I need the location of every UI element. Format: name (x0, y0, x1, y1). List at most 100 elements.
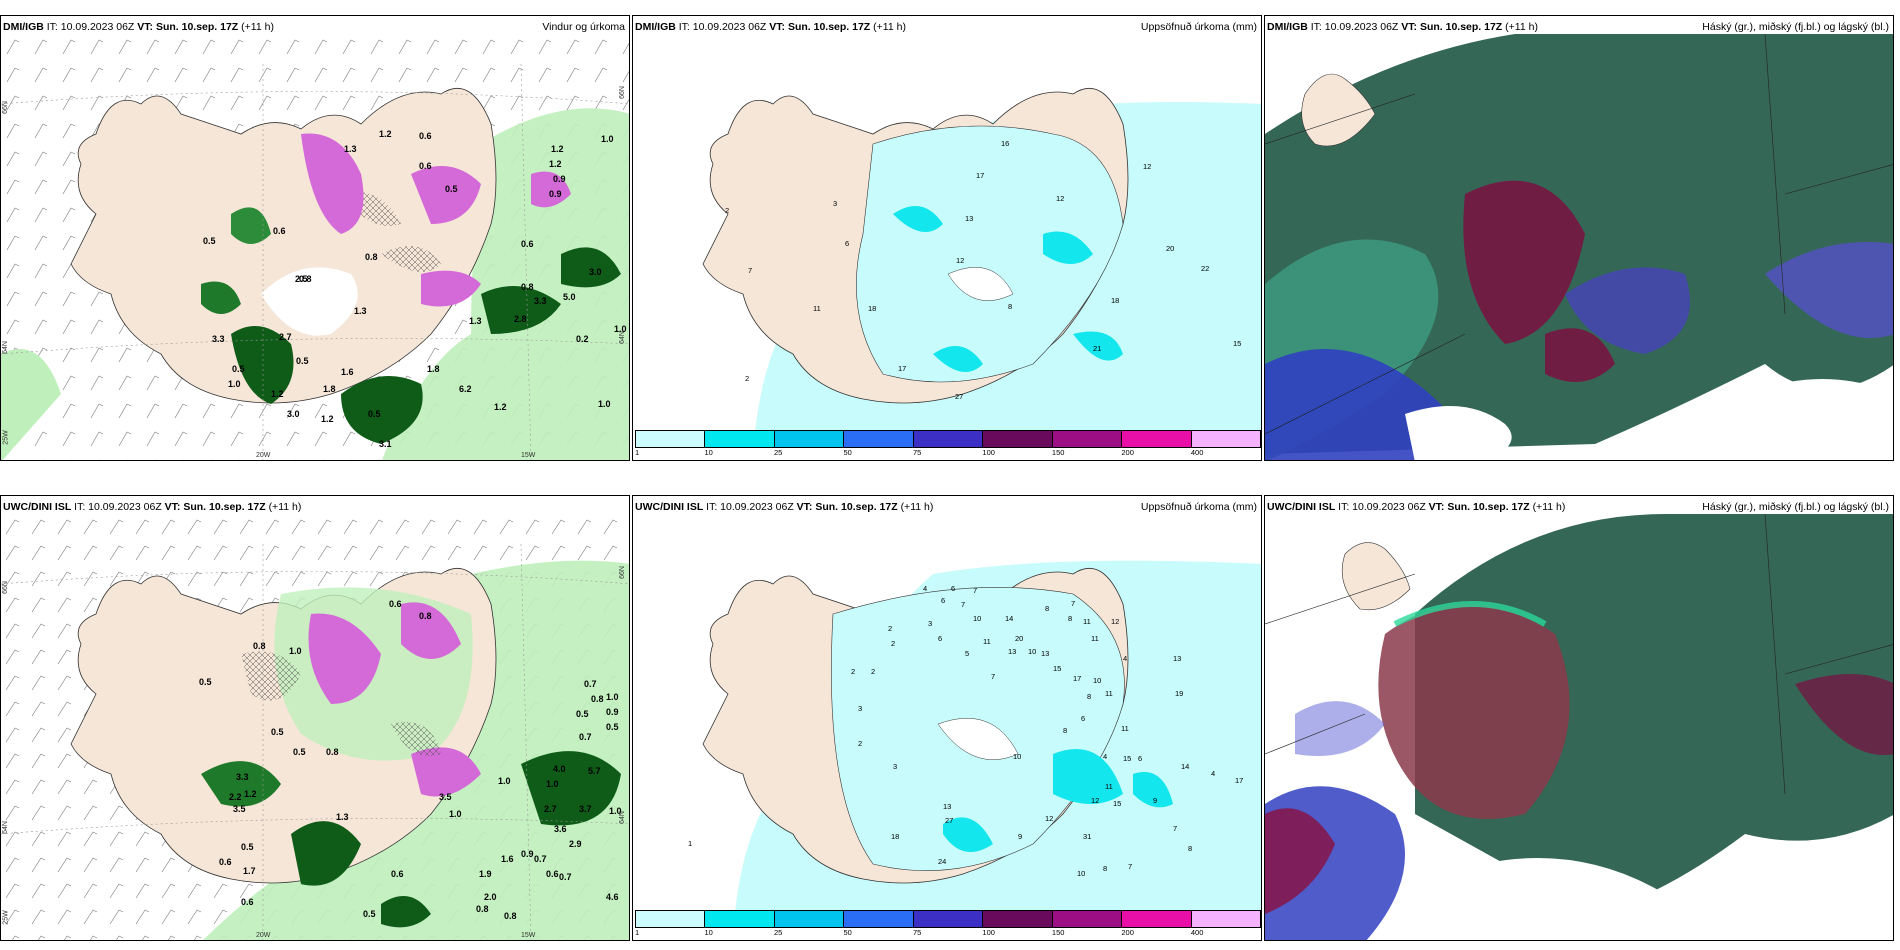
value-label: 0.5 (363, 909, 376, 919)
map-canvas (1265, 514, 1893, 940)
header-info: DMI/IGB IT: 10.09.2023 06Z VT: Sun. 10.s… (1267, 21, 1538, 33)
precip-magenta (531, 171, 571, 208)
lon-label: 25W (2, 430, 10, 445)
value-label: 0.5 (296, 356, 309, 366)
value-label: 0.9 (553, 174, 566, 184)
panel-header: UWC/DINI ISL IT: 10.09.2023 06Z VT: Sun.… (633, 496, 1261, 520)
panel-top-middle: DMI/IGB IT: 10.09.2023 06Z VT: Sun. 10.s… (632, 15, 1262, 461)
value-label: 15 (1233, 339, 1242, 348)
value-label: 1.0 (598, 399, 611, 409)
value-label: 11 (813, 304, 821, 313)
lon-label: 15W (521, 932, 536, 939)
value-label: 0.8 (476, 904, 489, 914)
value-label: 0.8 (504, 911, 517, 921)
value-label: 17 (898, 364, 907, 373)
precip-magenta (301, 133, 364, 234)
clear-sky (1735, 379, 1893, 460)
value-label: 0.6 (273, 226, 286, 236)
value-label: 11 (983, 637, 991, 646)
value-label: 13 (1041, 649, 1050, 658)
value-label: 7 (748, 266, 753, 275)
panel-top-right: DMI/IGB IT: 10.09.2023 06Z VT: Sun. 10.s… (1264, 15, 1894, 461)
value-label: 7 (961, 600, 966, 609)
value-label: 0.8 (591, 694, 604, 704)
glacier (937, 718, 1019, 760)
value-label: 0.5 (232, 364, 245, 374)
lead-time: (+11 h) (900, 501, 934, 513)
precip-magenta (308, 613, 381, 704)
value-label: 3 (928, 619, 933, 628)
value-label: 0.5 (576, 709, 589, 719)
valid-time-label: VT: (1401, 21, 1418, 33)
value-label: 1.7 (243, 866, 256, 876)
value-label: 0.6 (521, 239, 534, 249)
valid-time: Sun. 10.sep. 17Z (155, 21, 239, 33)
valid-time-label: VT: (769, 21, 786, 33)
value-label: 10 (1013, 752, 1022, 761)
value-label: 0.5 (203, 236, 216, 246)
value-label: 0.8 (299, 274, 312, 284)
value-label: 10 (973, 614, 982, 623)
value-label: 3.0 (287, 409, 300, 419)
value-label: 3 (858, 704, 863, 713)
panel-title: Uppsöfnuð úrkoma (mm) (1140, 501, 1257, 513)
value-label: 1.0 (614, 324, 627, 334)
colorbar-swatch (774, 431, 845, 447)
lon-label: 20W (256, 932, 271, 939)
value-label: 1.0 (606, 692, 619, 702)
panel-title: Háský (gr.), miðský (fj.bl.) og lágský (… (1702, 501, 1889, 513)
value-label: 2.9 (569, 839, 582, 849)
value-label: 0.5 (606, 722, 619, 732)
value-label: 8 (1063, 726, 1068, 735)
precip-light (1, 349, 61, 460)
colorbar-tick: 100 (982, 448, 995, 457)
value-label: 13 (1008, 647, 1017, 656)
lead-time: (+11 h) (268, 501, 302, 513)
precip-heavy (341, 376, 423, 444)
map-wind-precip: 66N 64N 66N 64N 20W 15W 25W 1.0 1.2 0.6 … (1, 34, 629, 460)
value-label: 2 (891, 639, 896, 648)
value-label: 7 (991, 672, 996, 681)
value-label: 0.5 (368, 409, 381, 419)
value-label: 0.7 (584, 679, 597, 689)
valid-time: Sun. 10.sep. 17Z (1419, 21, 1503, 33)
lon-label: 20W (256, 452, 271, 459)
value-label: 1.0 (228, 379, 241, 389)
header-info: UWC/DINI ISL IT: 10.09.2023 06Z VT: Sun.… (1267, 501, 1565, 513)
colorbar-tick: 400 (1190, 928, 1204, 937)
value-label: 1.2 (549, 159, 562, 169)
colorbar-tick: 10 (704, 928, 713, 937)
panel-bottom-middle: UWC/DINI ISL IT: 10.09.2023 06Z VT: Sun.… (632, 495, 1262, 941)
value-label: 1.2 (379, 129, 392, 139)
clear-sky (1735, 859, 1893, 940)
colorbar-swatch (1122, 431, 1192, 447)
value-label: 20 (1166, 244, 1175, 253)
colorbar-tick: 150 (1051, 448, 1065, 457)
colorbar-swatch (774, 911, 845, 927)
value-label: 14 (1181, 762, 1190, 771)
header-info: DMI/IGB IT: 10.09.2023 06Z VT: Sun. 10.s… (635, 21, 906, 33)
value-label: 1.0 (498, 776, 511, 786)
value-label: 11 (1121, 724, 1129, 733)
panel-header: UWC/DINI ISL IT: 10.09.2023 06Z VT: Sun.… (1, 496, 629, 520)
value-label: 0.5 (271, 727, 284, 737)
colorbar-swatch (636, 911, 706, 927)
colorbar-ticks: 1 10 25 50 75 100 150 200 400 (635, 928, 1261, 938)
value-label: 8 (1008, 302, 1013, 311)
value-label: 0.9 (606, 707, 619, 717)
value-label: 18 (891, 832, 900, 841)
value-label: 1.6 (341, 367, 354, 377)
colorbar-swatches (635, 430, 1261, 448)
cloud-mid (1378, 604, 1570, 819)
panel-header: DMI/IGB IT: 10.09.2023 06Z VT: Sun. 10.s… (1265, 16, 1893, 40)
lon-label: 25W (2, 910, 10, 925)
precip-magenta (411, 747, 481, 797)
precip-heavy (381, 896, 431, 928)
value-label: 0.5 (293, 747, 306, 757)
precip-heavy (291, 821, 361, 886)
precip-medium (943, 817, 993, 852)
cloud-mid (1545, 328, 1615, 382)
value-label: 2 (888, 624, 893, 633)
colorbar-tick: 400 (1190, 448, 1204, 457)
value-label: 27 (945, 816, 954, 825)
